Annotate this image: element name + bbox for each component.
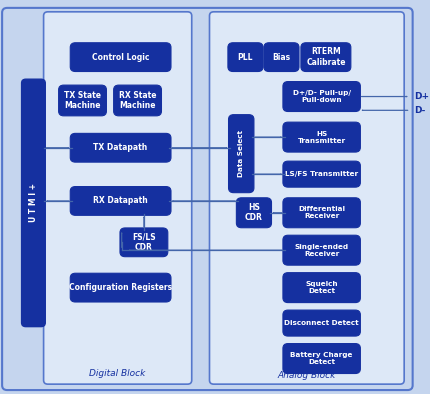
Text: Battery Charge
Detect: Battery Charge Detect	[290, 352, 352, 365]
FancyBboxPatch shape	[70, 43, 171, 72]
Text: Differential
Receiver: Differential Receiver	[298, 206, 344, 219]
FancyBboxPatch shape	[228, 115, 253, 193]
FancyBboxPatch shape	[282, 344, 359, 374]
FancyBboxPatch shape	[114, 85, 161, 116]
Text: PLL: PLL	[237, 53, 253, 61]
FancyBboxPatch shape	[70, 273, 171, 302]
Text: Digital Block: Digital Block	[89, 369, 145, 378]
Text: RX State
Machine: RX State Machine	[119, 91, 156, 110]
Text: Disconnect Detect: Disconnect Detect	[284, 320, 358, 326]
Text: FS/LS
CDR: FS/LS CDR	[132, 232, 155, 252]
Text: HS
CDR: HS CDR	[244, 203, 262, 223]
FancyBboxPatch shape	[236, 198, 271, 228]
FancyBboxPatch shape	[209, 12, 403, 384]
FancyBboxPatch shape	[282, 198, 359, 228]
Text: HS
Transmitter: HS Transmitter	[297, 131, 345, 143]
FancyBboxPatch shape	[2, 8, 412, 390]
Text: Data Select: Data Select	[238, 130, 244, 177]
Text: RTERM
Calibrate: RTERM Calibrate	[305, 47, 345, 67]
FancyBboxPatch shape	[70, 134, 171, 162]
Text: D+: D+	[413, 92, 428, 101]
FancyBboxPatch shape	[282, 82, 359, 112]
FancyBboxPatch shape	[282, 273, 359, 303]
Text: Squelch
Detect: Squelch Detect	[304, 281, 337, 294]
FancyBboxPatch shape	[282, 161, 359, 187]
Text: RX Datapath: RX Datapath	[93, 197, 147, 205]
Text: Control Logic: Control Logic	[92, 53, 149, 61]
FancyBboxPatch shape	[300, 43, 350, 72]
FancyBboxPatch shape	[120, 228, 167, 257]
Text: D-: D-	[413, 106, 424, 115]
Text: Analog Block: Analog Block	[277, 371, 335, 379]
FancyBboxPatch shape	[22, 79, 45, 327]
Text: D+/D- Pull-up/
Pull-down: D+/D- Pull-up/ Pull-down	[292, 90, 350, 103]
Text: U T M I +: U T M I +	[29, 184, 38, 222]
FancyBboxPatch shape	[263, 43, 298, 72]
Text: TX Datapath: TX Datapath	[93, 143, 147, 152]
Text: Single-ended
Receiver: Single-ended Receiver	[294, 244, 348, 256]
FancyBboxPatch shape	[282, 310, 359, 336]
FancyBboxPatch shape	[70, 187, 171, 215]
FancyBboxPatch shape	[227, 43, 262, 72]
FancyBboxPatch shape	[43, 12, 191, 384]
Text: LS/FS Transmitter: LS/FS Transmitter	[284, 171, 357, 177]
FancyBboxPatch shape	[58, 85, 106, 116]
Text: Configuration Registers: Configuration Registers	[69, 283, 172, 292]
FancyBboxPatch shape	[282, 122, 359, 152]
Text: Bias: Bias	[272, 53, 290, 61]
FancyBboxPatch shape	[282, 235, 359, 265]
Text: TX State
Machine: TX State Machine	[64, 91, 101, 110]
